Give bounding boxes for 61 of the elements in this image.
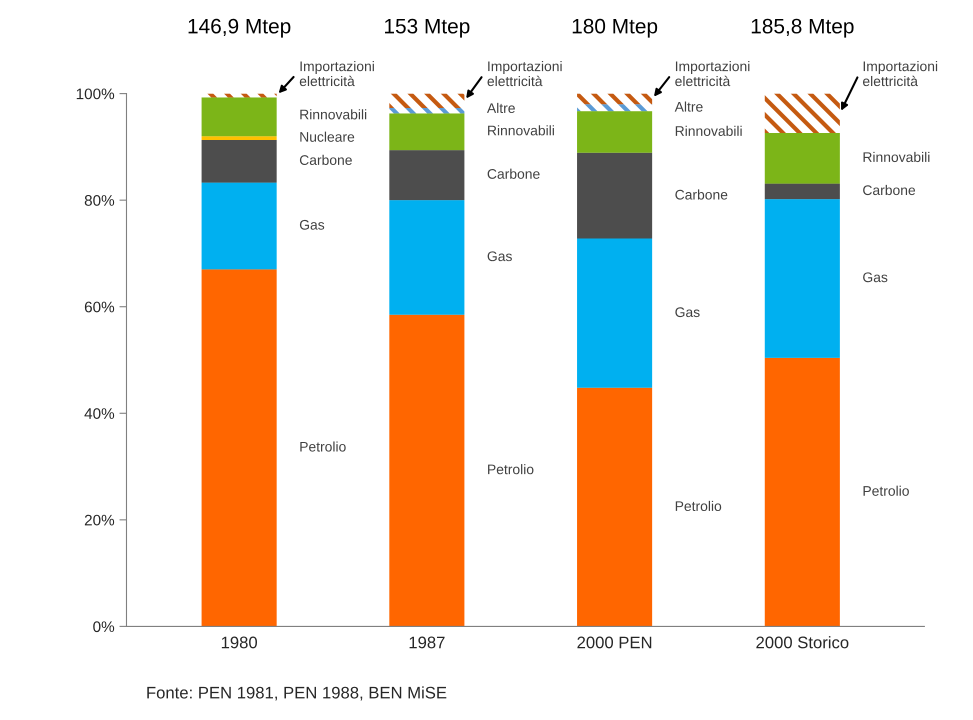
x-tick-label: 1980 — [222, 636, 258, 648]
text: Gas — [488, 251, 512, 262]
series-label: Importazioni elettricità — [300, 61, 374, 86]
series-label: Petrolio — [676, 500, 722, 512]
bar — [389, 113, 464, 150]
series-label: Altre — [674, 102, 703, 112]
text: 153 Mtep — [385, 18, 470, 38]
text: Carbone — [488, 168, 540, 179]
text: Rinnovabili — [864, 152, 930, 162]
y-tick-label: 80% — [84, 195, 114, 206]
bar — [389, 314, 464, 626]
series-label: Gas — [300, 220, 324, 230]
source-note: Fonte: PEN 1981, PEN 1988, BEN MiSE — [147, 686, 446, 701]
text: Importazioni elettricità — [675, 61, 750, 86]
text: 180 Mtep — [572, 18, 658, 38]
bar — [764, 199, 840, 358]
bar — [577, 94, 652, 104]
text: Rinnovabili — [676, 126, 742, 136]
text: Rinnovabili — [300, 109, 366, 120]
x-tick-label: 1987 — [410, 636, 445, 648]
bar — [202, 97, 277, 136]
series-label: Rinnovabili — [488, 125, 554, 136]
y-tick-label: 40% — [84, 408, 114, 419]
text: 146,9 Mtep — [188, 18, 290, 38]
y-tick-label: 20% — [84, 514, 114, 526]
text: Importazioni elettricità — [862, 61, 938, 86]
bar — [202, 94, 277, 98]
text: Gas — [675, 307, 700, 318]
bar — [389, 200, 464, 315]
bar — [577, 111, 652, 153]
series-label: Nucleare — [300, 132, 354, 142]
y-tick-label: 100% — [76, 88, 114, 100]
bar — [389, 94, 464, 108]
text: Gas — [863, 272, 888, 282]
x-tick-label: 2000 Storico — [756, 636, 848, 648]
text: Importazioni elettricità — [488, 61, 562, 86]
bar — [764, 184, 840, 200]
bar — [577, 104, 652, 112]
bar — [202, 136, 277, 140]
text: Petrolio — [488, 464, 534, 474]
x-tick-label: 2000 PEN — [577, 636, 652, 648]
bar — [764, 133, 840, 184]
bar — [389, 108, 464, 114]
bar — [389, 150, 464, 200]
series-label: Carbone — [675, 189, 728, 200]
bar — [577, 152, 652, 239]
bar — [202, 140, 277, 183]
text: 185,8 Mtep — [752, 18, 854, 38]
bar — [577, 238, 652, 388]
y-tick-label: 0% — [93, 621, 114, 632]
text: Petrolio — [300, 441, 346, 452]
bar — [764, 94, 840, 134]
text: Petrolio — [864, 486, 909, 496]
bar — [202, 182, 277, 270]
text: Altre — [486, 102, 515, 114]
bar — [577, 388, 652, 626]
text: Carbone — [300, 154, 352, 165]
y-tick-label: 60% — [84, 302, 114, 312]
bar — [202, 269, 277, 626]
bar — [764, 358, 840, 626]
text: Carbone — [863, 184, 916, 196]
